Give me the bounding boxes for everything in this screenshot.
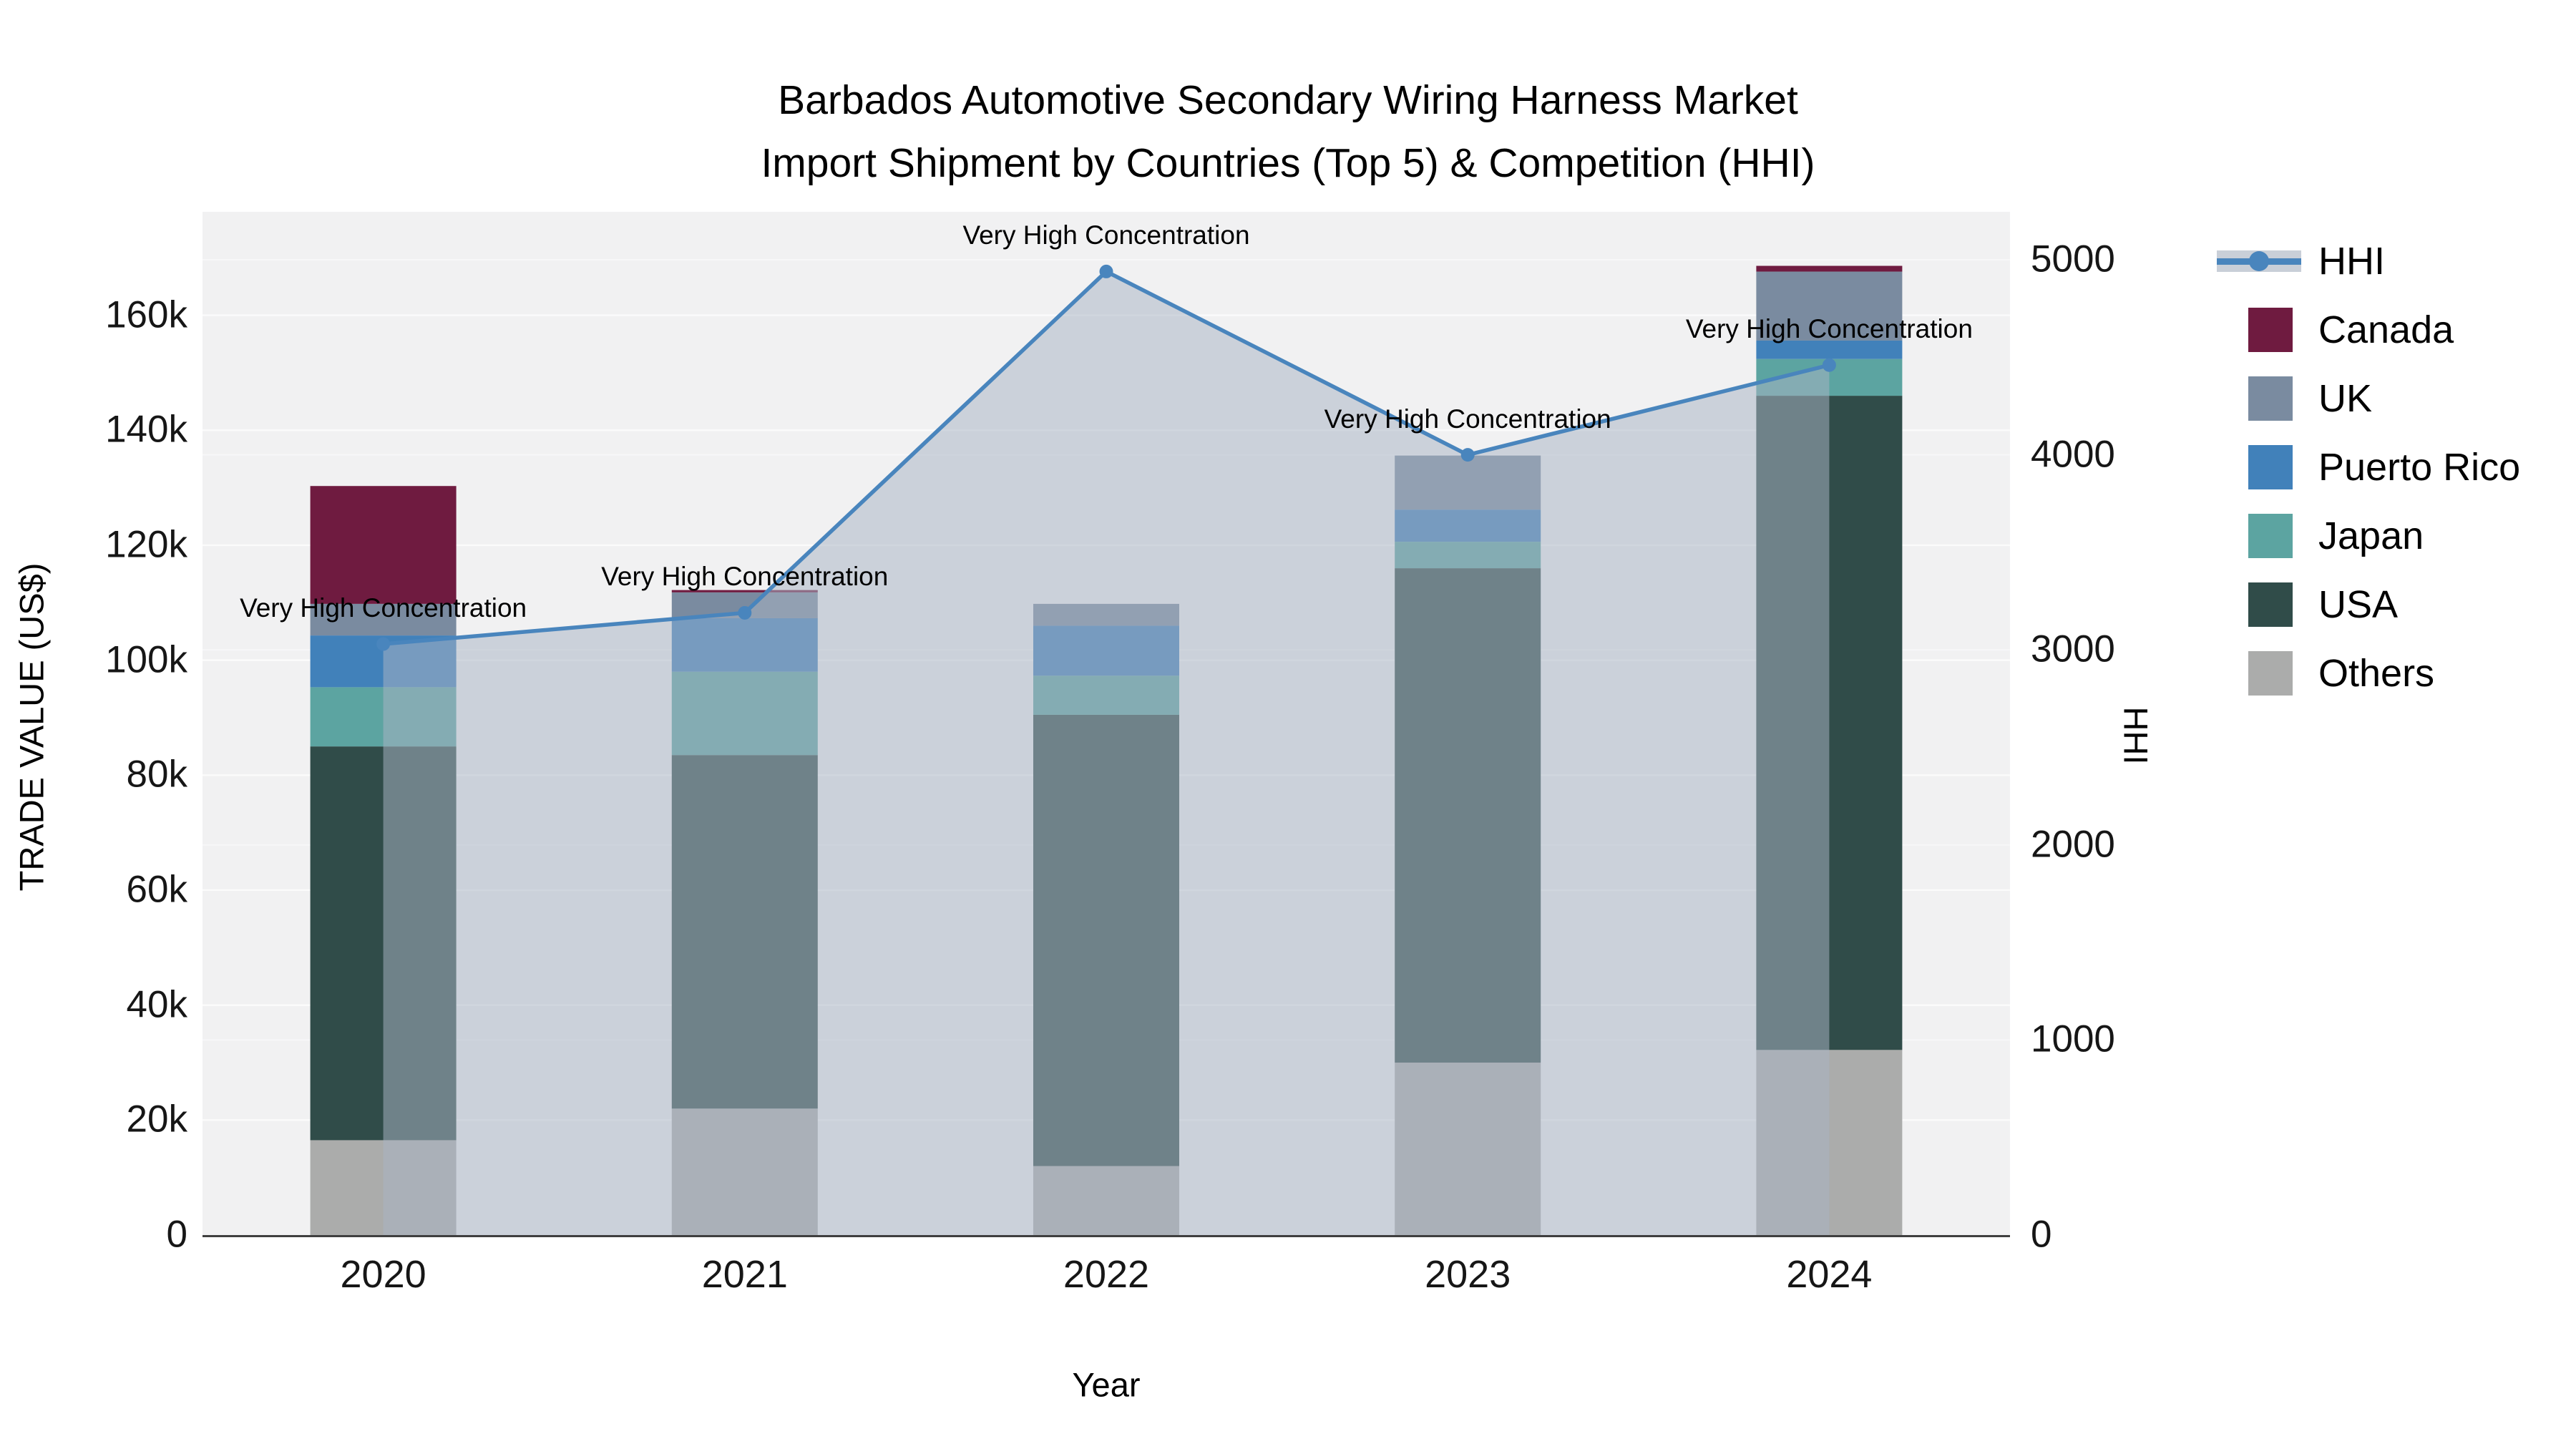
- y-left-tick-100k: 100k: [105, 638, 187, 680]
- legend-item-japan[interactable]: Japan: [2217, 502, 2520, 570]
- annotation-2020: Very High Concentration: [240, 593, 527, 623]
- legend-line-swatch-hhi: [2217, 239, 2301, 283]
- y-left-tick-140k: 140k: [105, 408, 187, 451]
- y-axis-left-title: TRADE VALUE (US$): [12, 562, 51, 892]
- y-left-tick-60k: 60k: [126, 868, 187, 911]
- y-left-tick-120k: 120k: [105, 523, 187, 566]
- legend-swatch-japan: [2248, 514, 2293, 558]
- legend-swatch-box: [2217, 514, 2318, 558]
- annotation-2024: Very High Concentration: [1685, 314, 1973, 344]
- chart-title: Barbados Automotive Secondary Wiring Har…: [0, 69, 2576, 195]
- hhi-marker-2024: [1822, 358, 1836, 372]
- bar-segment-2024-puerto-rico: [1756, 340, 1903, 359]
- bar-segment-2021-canada: [671, 590, 818, 592]
- legend-swatch-usa: [2248, 582, 2293, 627]
- legend-swatch-box: [2217, 582, 2318, 627]
- chart-title-line2: Import Shipment by Countries (Top 5) & C…: [761, 140, 1815, 186]
- bar-segment-2024-canada: [1756, 265, 1903, 272]
- annotation-2022: Very High Concentration: [962, 220, 1250, 250]
- y-left-tick-80k: 80k: [126, 753, 187, 796]
- y-right-tick-4000: 4000: [2031, 432, 2115, 475]
- y-right-tick-5000: 5000: [2031, 238, 2115, 280]
- legend-label: Japan: [2318, 514, 2424, 557]
- legend-swatch-box: [2217, 376, 2318, 421]
- legend-swatch-box: [2217, 239, 2318, 283]
- legend: HHI Canada UK Puerto Rico Japan USA Others: [2217, 227, 2520, 708]
- y-right-tick-3000: 3000: [2031, 628, 2115, 670]
- bar-segment-2020-canada: [310, 486, 457, 604]
- y-left-tick-40k: 40k: [126, 982, 187, 1025]
- legend-swatch-box: [2217, 651, 2318, 696]
- y-right-tick-1000: 1000: [2031, 1018, 2115, 1060]
- legend-label: Puerto Rico: [2318, 446, 2521, 489]
- legend-item-usa[interactable]: USA: [2217, 570, 2520, 639]
- hhi-marker-2021: [738, 605, 752, 620]
- y-left-tick-20k: 20k: [126, 1098, 187, 1141]
- legend-label: HHI: [2318, 240, 2385, 283]
- legend-label: Canada: [2318, 308, 2454, 351]
- legend-line-marker: [2249, 251, 2269, 271]
- legend-label: UK: [2318, 377, 2373, 420]
- legend-item-puerto-rico[interactable]: Puerto Rico: [2217, 433, 2520, 502]
- hhi-marker-2020: [376, 637, 391, 651]
- x-tick-2022: 2022: [1063, 1253, 1150, 1296]
- hhi-area-fill: [383, 271, 1830, 1235]
- y-right-tick-2000: 2000: [2031, 823, 2115, 866]
- bar-segment-2024-uk: [1756, 271, 1903, 341]
- y-left-tick-160k: 160k: [105, 293, 187, 336]
- legend-swatch-puerto-rico: [2248, 445, 2293, 489]
- annotation-2021: Very High Concentration: [601, 562, 889, 592]
- bar-segment-2020-uk: [310, 603, 457, 636]
- hhi-marker-2022: [1099, 264, 1113, 278]
- y-right-tick-0: 0: [2031, 1213, 2052, 1256]
- legend-swatch-box: [2217, 308, 2318, 352]
- x-tick-2024: 2024: [1786, 1253, 1873, 1296]
- legend-swatch-box: [2217, 445, 2318, 489]
- legend-item-others[interactable]: Others: [2217, 639, 2520, 708]
- legend-item-canada[interactable]: Canada: [2217, 296, 2520, 364]
- y-axis-right-title: HHI: [2117, 706, 2155, 765]
- x-axis-title: Year: [1072, 1365, 1141, 1404]
- legend-swatch-uk: [2248, 376, 2293, 421]
- x-tick-2023: 2023: [1425, 1253, 1511, 1296]
- chart-title-line1: Barbados Automotive Secondary Wiring Har…: [778, 77, 1798, 123]
- x-tick-2021: 2021: [701, 1253, 788, 1296]
- legend-label: USA: [2318, 583, 2399, 626]
- annotation-2023: Very High Concentration: [1324, 404, 1611, 434]
- x-tick-2020: 2020: [340, 1253, 426, 1296]
- legend-label: Others: [2318, 652, 2435, 695]
- hhi-marker-2023: [1460, 448, 1475, 462]
- legend-item-uk[interactable]: UK: [2217, 364, 2520, 433]
- y-left-tick-0: 0: [166, 1213, 187, 1256]
- legend-swatch-others: [2248, 651, 2293, 696]
- legend-swatch-canada: [2248, 308, 2293, 352]
- legend-item-hhi[interactable]: HHI: [2217, 227, 2520, 296]
